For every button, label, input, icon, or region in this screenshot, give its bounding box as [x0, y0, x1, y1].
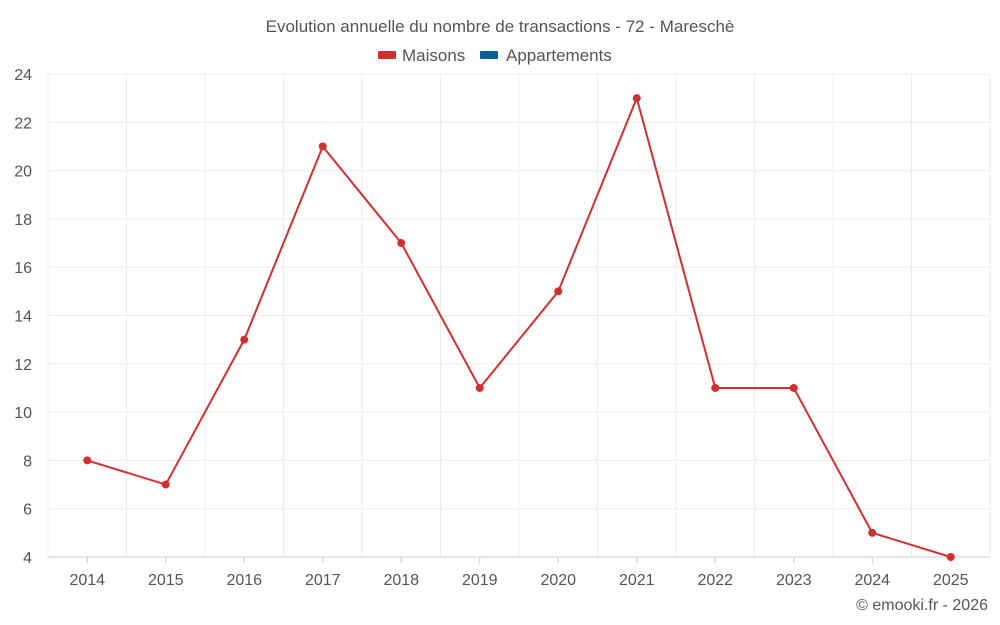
credit-text: © emooki.fr - 2026 [856, 597, 988, 614]
data-point[interactable] [83, 456, 92, 465]
x-tick-label: 2021 [619, 572, 655, 589]
x-tick-label: 2022 [697, 572, 733, 589]
legend: Maisons Appartements [378, 46, 612, 65]
data-point[interactable] [161, 480, 170, 489]
y-tick-label: 22 [14, 115, 32, 132]
legend-item-appartements[interactable]: Appartements [480, 46, 612, 65]
chart-title: Evolution annuelle du nombre de transact… [266, 17, 735, 36]
data-point[interactable] [240, 335, 249, 344]
y-tick-label: 4 [23, 550, 32, 567]
data-point[interactable] [397, 239, 406, 248]
data-point[interactable] [946, 553, 955, 561]
x-tick-label: 2019 [462, 572, 498, 589]
x-tick-label: 2017 [305, 572, 341, 589]
data-point[interactable] [475, 383, 484, 392]
legend-item-maisons[interactable]: Maisons [378, 46, 465, 65]
y-tick-label: 10 [14, 405, 32, 422]
x-tick-label: 2025 [933, 572, 969, 589]
x-tick-label: 2015 [148, 572, 184, 589]
x-tick-label: 2020 [540, 572, 576, 589]
legend-swatch-appartements [480, 51, 498, 59]
x-tick-label: 2014 [69, 572, 105, 589]
legend-swatch-maisons [378, 51, 396, 59]
grid [47, 73, 991, 558]
x-tick-label: 2024 [854, 572, 890, 589]
data-point[interactable] [318, 142, 327, 151]
y-tick-label: 18 [14, 212, 32, 229]
y-tick-label: 6 [23, 502, 32, 519]
y-tick-label: 16 [14, 260, 32, 277]
x-tick-label: 2023 [776, 572, 812, 589]
x-tick-label: 2016 [226, 572, 262, 589]
data-point[interactable] [868, 528, 877, 537]
legend-label-maisons: Maisons [402, 46, 465, 65]
y-tick-label: 20 [14, 164, 32, 181]
y-tick-label: 8 [23, 453, 32, 470]
y-tick-label: 14 [14, 309, 32, 326]
y-tick-label: 12 [14, 357, 32, 374]
data-point[interactable] [711, 383, 720, 392]
y-tick-label: 24 [14, 67, 32, 84]
x-tick-label: 2018 [383, 572, 419, 589]
x-axis: 2014 2015 2016 2017 2018 2019 2020 2021 2022 2023… [48, 556, 990, 589]
series-line-maisons [86, 97, 952, 558]
data-point[interactable] [554, 287, 563, 296]
legend-label-appartements: Appartements [506, 46, 612, 65]
y-axis: 4 6 8 10 12 14 16 18 20 22 24 [14, 67, 32, 567]
series-maisons [83, 94, 955, 561]
data-point[interactable] [789, 383, 798, 392]
data-point[interactable] [632, 94, 641, 103]
